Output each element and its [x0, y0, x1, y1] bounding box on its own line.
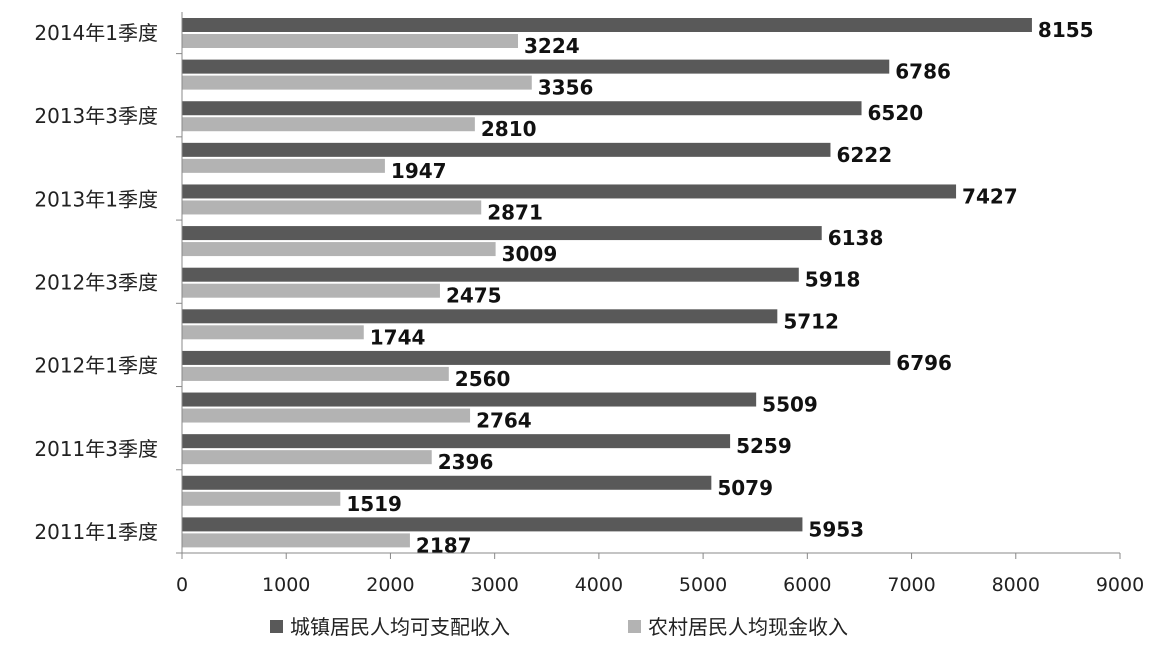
- data-label-rural-5: 1744: [370, 325, 426, 349]
- bar-urban-11: [182, 59, 890, 74]
- bar-rural-7: [182, 242, 496, 257]
- data-label-rural-4: 2560: [455, 367, 511, 391]
- data-label-urban-6: 5918: [805, 268, 861, 292]
- category-label-10: 2013年3季度: [34, 104, 158, 128]
- data-label-rural-0: 2187: [416, 533, 472, 557]
- legend: 城镇居民人均可支配收入 农村居民人均现金收入: [270, 615, 848, 639]
- x-tick-label-3: 3000: [470, 574, 518, 596]
- legend-swatch-urban: [270, 620, 283, 633]
- category-label-2: 2011年3季度: [34, 437, 158, 461]
- bar-urban-5: [182, 309, 778, 324]
- x-tick-label-8: 8000: [992, 574, 1040, 596]
- data-label-urban-1: 5079: [717, 476, 773, 500]
- bar-rural-9: [182, 158, 385, 173]
- bar-rural-2: [182, 450, 432, 465]
- category-label-6: 2012年3季度: [34, 271, 158, 295]
- category-label-4: 2012年1季度: [34, 354, 158, 378]
- bar-urban-4: [182, 350, 891, 365]
- bar-rural-0: [182, 533, 410, 548]
- legend-swatch-rural: [628, 620, 641, 633]
- bar-rural-12: [182, 34, 519, 48]
- data-label-rural-6: 2475: [446, 284, 502, 308]
- data-label-urban-7: 6138: [828, 226, 884, 250]
- data-label-rural-9: 1947: [391, 159, 447, 183]
- bar-rural-1: [182, 491, 341, 506]
- data-label-rural-2: 2396: [438, 450, 494, 474]
- bar-rural-5: [182, 325, 364, 340]
- category-label-8: 2013年1季度: [34, 187, 158, 211]
- data-label-rural-10: 2810: [481, 117, 537, 141]
- data-label-urban-11: 6786: [895, 60, 951, 84]
- data-label-rural-8: 2871: [487, 200, 543, 224]
- data-label-urban-10: 6520: [868, 101, 924, 125]
- data-label-urban-4: 6796: [896, 351, 952, 375]
- legend-label-urban: 城镇居民人均可支配收入: [290, 615, 510, 639]
- data-label-urban-9: 6222: [836, 143, 892, 167]
- data-label-rural-12: 3224: [524, 34, 580, 58]
- bar-rural-8: [182, 200, 482, 215]
- bar-urban-8: [182, 184, 957, 199]
- bar-urban-12: [182, 18, 1032, 32]
- data-label-rural-3: 2764: [476, 409, 532, 433]
- plot-area: 5953 2187 5079 1519 5259 2396 5509 2764 6796 2560…: [182, 18, 1094, 557]
- bar-urban-1: [182, 475, 712, 490]
- x-tick-label-4: 4000: [575, 574, 623, 596]
- x-tick-label-1: 1000: [262, 574, 310, 596]
- data-label-urban-12: 8155: [1038, 18, 1094, 42]
- bar-urban-0: [182, 517, 803, 532]
- bar-urban-3: [182, 392, 757, 407]
- data-label-rural-11: 3356: [538, 76, 594, 100]
- data-label-urban-3: 5509: [762, 393, 818, 417]
- data-label-urban-5: 5712: [783, 309, 839, 333]
- data-label-urban-2: 5259: [736, 434, 792, 458]
- bar-urban-6: [182, 267, 799, 282]
- x-tick-label-6: 6000: [783, 574, 831, 596]
- x-tick-label-5: 5000: [679, 574, 727, 596]
- category-label-12: 2014年1季度: [34, 21, 158, 45]
- bar-rural-6: [182, 283, 440, 298]
- data-label-rural-7: 3009: [502, 242, 558, 266]
- bar-rural-11: [182, 75, 532, 90]
- x-tick-label-0: 0: [176, 574, 188, 596]
- x-tick-label-2: 2000: [366, 574, 414, 596]
- axes: 2011年1季度 2011年3季度 2012年1季度 2012年3季度 2013年1季度…: [34, 12, 1144, 596]
- bar-urban-10: [182, 101, 862, 116]
- category-label-0: 2011年1季度: [34, 520, 158, 544]
- x-tick-label-7: 7000: [887, 574, 935, 596]
- bar-urban-7: [182, 226, 822, 241]
- legend-label-rural: 农村居民人均现金收入: [648, 615, 848, 639]
- bar-urban-2: [182, 434, 731, 449]
- bar-rural-3: [182, 408, 471, 423]
- data-label-rural-1: 1519: [346, 492, 402, 516]
- bar-urban-9: [182, 142, 831, 157]
- data-label-urban-8: 7427: [962, 184, 1018, 208]
- data-label-urban-0: 5953: [808, 517, 864, 541]
- x-tick-label-9: 9000: [1096, 574, 1144, 596]
- bar-rural-4: [182, 366, 449, 381]
- bar-rural-10: [182, 117, 475, 132]
